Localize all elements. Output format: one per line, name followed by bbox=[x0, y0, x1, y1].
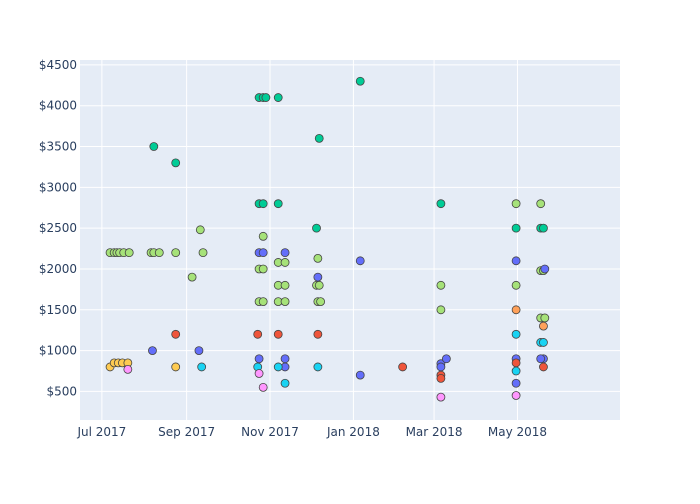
y-tick-label: $3000 bbox=[39, 180, 77, 194]
data-point[interactable] bbox=[355, 370, 365, 380]
data-point[interactable] bbox=[280, 297, 290, 307]
data-point[interactable] bbox=[273, 199, 283, 209]
data-point[interactable] bbox=[536, 354, 546, 364]
data-point[interactable] bbox=[258, 231, 268, 241]
data-point[interactable] bbox=[313, 362, 323, 372]
data-point[interactable] bbox=[312, 223, 321, 233]
x-tick-label: Nov 2017 bbox=[241, 425, 299, 439]
data-point[interactable] bbox=[316, 297, 326, 307]
data-point[interactable] bbox=[313, 272, 323, 282]
y-tick-label: $2500 bbox=[39, 221, 77, 235]
data-point[interactable] bbox=[436, 305, 446, 315]
data-point[interactable] bbox=[511, 305, 521, 315]
data-point[interactable] bbox=[536, 199, 546, 209]
y-tick-label: $1500 bbox=[39, 303, 77, 317]
data-point[interactable] bbox=[254, 369, 264, 378]
data-point[interactable] bbox=[171, 329, 181, 339]
data-point[interactable] bbox=[355, 76, 365, 86]
data-point[interactable] bbox=[261, 93, 271, 102]
data-point[interactable] bbox=[258, 297, 268, 307]
data-point[interactable] bbox=[540, 313, 550, 323]
data-point[interactable] bbox=[197, 362, 207, 372]
data-point[interactable] bbox=[280, 354, 290, 364]
x-tick-label: Jul 2017 bbox=[76, 425, 126, 439]
data-point[interactable] bbox=[314, 133, 324, 143]
data-point[interactable] bbox=[254, 354, 264, 364]
y-tick-label: $1000 bbox=[39, 344, 77, 358]
data-point[interactable] bbox=[511, 280, 521, 290]
data-point[interactable] bbox=[539, 321, 548, 331]
data-point[interactable] bbox=[436, 392, 446, 402]
data-point[interactable] bbox=[258, 264, 268, 274]
data-point[interactable] bbox=[511, 256, 521, 266]
data-point[interactable] bbox=[187, 272, 197, 282]
data-point[interactable] bbox=[436, 280, 446, 290]
y-tick-label: $3500 bbox=[39, 140, 77, 154]
data-point[interactable] bbox=[436, 199, 446, 209]
data-point[interactable] bbox=[171, 362, 181, 372]
data-point[interactable] bbox=[123, 364, 133, 374]
data-point[interactable] bbox=[539, 362, 548, 372]
data-point[interactable] bbox=[441, 354, 451, 364]
data-point[interactable] bbox=[280, 258, 290, 267]
data-point[interactable] bbox=[539, 223, 548, 233]
data-point[interactable] bbox=[436, 362, 446, 372]
data-point[interactable] bbox=[313, 329, 323, 339]
x-axis-ticks: Jul 2017 Sep 2017 Nov 2017 Jan 2018 Mar 2018… bbox=[76, 425, 547, 439]
data-point[interactable] bbox=[511, 329, 521, 339]
x-tick-label: Jan 2018 bbox=[326, 425, 380, 439]
data-points bbox=[105, 76, 550, 402]
data-point[interactable] bbox=[154, 248, 164, 258]
data-point[interactable] bbox=[314, 280, 324, 290]
data-point[interactable] bbox=[148, 346, 157, 356]
data-point[interactable] bbox=[398, 362, 408, 372]
data-point[interactable] bbox=[171, 158, 181, 168]
data-point[interactable] bbox=[194, 346, 204, 356]
data-point[interactable] bbox=[273, 93, 283, 102]
data-point[interactable] bbox=[273, 362, 283, 372]
data-point[interactable] bbox=[258, 199, 268, 209]
data-point[interactable] bbox=[511, 358, 521, 368]
data-point[interactable] bbox=[171, 248, 181, 258]
data-point[interactable] bbox=[511, 223, 521, 233]
data-point[interactable] bbox=[313, 253, 323, 263]
y-tick-label: $2000 bbox=[39, 262, 77, 276]
data-point[interactable] bbox=[149, 142, 159, 151]
data-point[interactable] bbox=[511, 366, 521, 376]
data-point[interactable] bbox=[273, 329, 283, 339]
y-axis-ticks: $500 $1000 $1500 $2000 $2500 $3000 $3500 $4000 $… bbox=[39, 58, 77, 399]
plot-background bbox=[80, 60, 620, 420]
y-tick-label: $4500 bbox=[39, 58, 77, 72]
data-point[interactable] bbox=[540, 264, 550, 274]
y-tick-label: $4000 bbox=[39, 99, 77, 113]
x-tick-label: May 2018 bbox=[488, 425, 547, 439]
data-point[interactable] bbox=[436, 373, 446, 383]
data-point[interactable] bbox=[258, 382, 268, 392]
data-point[interactable] bbox=[124, 248, 134, 258]
y-tick-label: $500 bbox=[46, 384, 77, 398]
data-point[interactable] bbox=[280, 280, 290, 290]
data-point[interactable] bbox=[355, 256, 365, 266]
data-point[interactable] bbox=[511, 378, 521, 388]
data-point[interactable] bbox=[198, 248, 208, 258]
data-point[interactable] bbox=[253, 329, 263, 339]
x-tick-label: Mar 2018 bbox=[406, 425, 463, 439]
data-point[interactable] bbox=[195, 225, 205, 235]
data-point[interactable] bbox=[511, 199, 521, 209]
data-point[interactable] bbox=[280, 248, 290, 258]
data-point[interactable] bbox=[258, 248, 268, 258]
x-tick-label: Sep 2017 bbox=[158, 425, 215, 439]
data-point[interactable] bbox=[280, 378, 290, 388]
grid-lines bbox=[80, 60, 620, 420]
data-point[interactable] bbox=[539, 338, 548, 347]
data-point[interactable] bbox=[511, 391, 521, 400]
